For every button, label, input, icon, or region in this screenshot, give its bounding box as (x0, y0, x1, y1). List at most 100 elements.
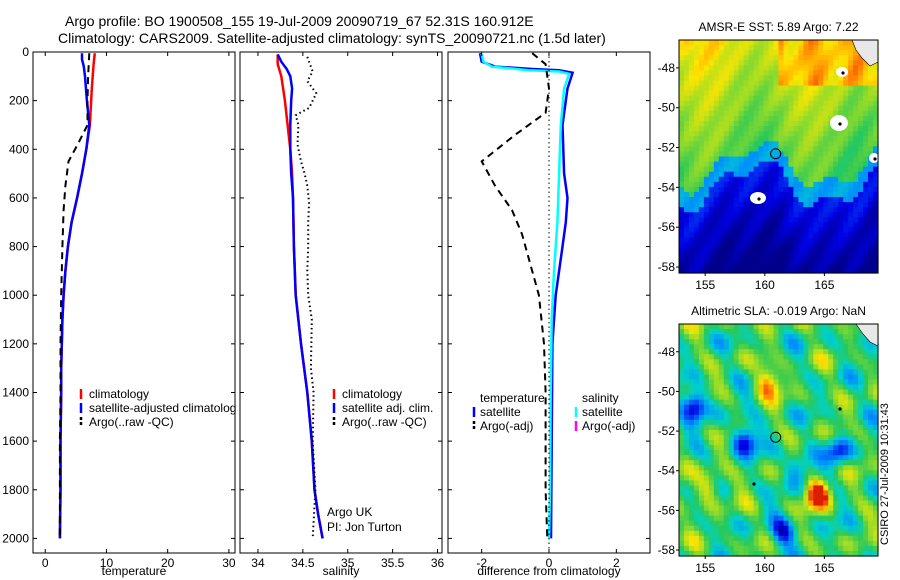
map-cell-2-2-45 (688, 550, 695, 557)
map-cell-2-33-26 (843, 455, 849, 461)
map-cell-1-35-20 (853, 141, 859, 147)
map-cell-1-33-20 (843, 141, 849, 147)
map-cell-1-17-41 (763, 247, 770, 254)
map-cell-1-38-8 (868, 80, 874, 87)
map-cell-1-25-39 (803, 237, 809, 244)
map-cell-2-33-1 (843, 329, 849, 335)
map-cell-2-25-25 (803, 450, 809, 456)
map-cell-2-37-24 (863, 445, 869, 451)
map-cell-1-17-9 (763, 85, 770, 92)
map-cell-1-2-44 (688, 262, 695, 269)
map-cell-2-36-29 (858, 470, 864, 476)
map-cell-1-21-29 (783, 186, 790, 193)
map-cell-2-36-39 (858, 520, 864, 527)
map-cell-1-25-34 (803, 212, 809, 218)
map-cell-1-29-25 (823, 166, 829, 173)
map-cell-2-15-11 (753, 379, 760, 386)
map-cell-2-19-9 (773, 369, 780, 376)
map-cell-2-27-23 (813, 440, 819, 446)
map-cell-1-36-39 (858, 237, 864, 244)
map-cell-2-33-10 (843, 374, 849, 381)
map-cell-2-33-14 (843, 394, 849, 401)
map-cell-2-35-14 (853, 394, 859, 401)
map-cell-1-37-23 (863, 156, 869, 163)
map-cell-2-22-16 (788, 404, 795, 411)
map-cell-1-6-32 (708, 202, 715, 208)
map-cell-1-17-26 (763, 171, 770, 178)
map-cell-2-12-12 (738, 384, 745, 391)
map-cell-1-39-6 (873, 70, 879, 77)
map-cell-2-7-45 (713, 550, 720, 557)
map-cell-2-8-35 (718, 500, 725, 507)
map-cell-2-15-43 (753, 540, 760, 547)
map-cell-1-22-28 (788, 181, 795, 188)
map-y-tick-label-1-0: -48 (658, 61, 676, 75)
map-cell-2-12-19 (738, 419, 745, 426)
map-cell-1-4-38 (698, 232, 705, 239)
map-cell-1-36-32 (858, 202, 864, 208)
map-x-tick-label-2-2: 165 (814, 561, 834, 575)
map-cell-2-15-33 (753, 490, 760, 497)
map-cell-2-0-8 (679, 364, 685, 370)
map-cell-1-29-24 (823, 161, 829, 168)
map-cell-1-30-15 (828, 115, 834, 122)
map-cell-1-28-41 (818, 247, 824, 254)
map-cell-2-29-14 (823, 394, 829, 401)
map-cell-2-4-16 (698, 404, 705, 411)
map-cell-1-38-43 (868, 257, 874, 264)
map-cell-1-16-14 (758, 110, 765, 117)
map-cell-2-1-45 (683, 550, 690, 557)
map-cell-1-15-16 (753, 121, 760, 127)
map-cell-1-14-33 (748, 207, 755, 213)
map-cell-2-11-1 (733, 329, 740, 335)
map-cell-1-37-27 (863, 176, 869, 183)
map-cell-1-22-27 (788, 176, 795, 183)
map-cell-1-36-43 (858, 257, 864, 264)
map-cell-2-8-10 (718, 374, 725, 381)
map-cell-2-18-13 (768, 389, 775, 396)
map-cell-2-12-23 (738, 440, 745, 446)
map-cell-1-19-17 (773, 126, 780, 132)
map-cell-1-12-10 (738, 90, 745, 97)
map-cell-2-20-37 (778, 510, 785, 517)
map-cell-2-31-33 (833, 490, 839, 497)
map-cell-2-32-2 (838, 334, 844, 340)
map-cell-2-8-11 (718, 379, 725, 386)
map-cell-2-2-19 (688, 419, 695, 426)
map-cell-1-5-32 (703, 202, 710, 208)
map-cell-1-35-14 (853, 110, 859, 117)
map-cell-2-11-35 (733, 500, 740, 507)
map-cell-2-26-21 (808, 429, 814, 436)
map-cell-2-34-0 (848, 324, 854, 330)
map-cell-1-6-36 (708, 222, 715, 229)
map-cell-2-39-26 (873, 455, 879, 461)
map-cell-2-29-32 (823, 485, 829, 492)
map-cell-1-33-11 (843, 95, 849, 102)
map-cell-2-7-17 (713, 409, 720, 416)
map-cell-2-1-25 (683, 450, 690, 456)
map-cell-2-1-32 (683, 485, 690, 492)
map-cell-1-14-45 (748, 267, 755, 274)
map-cell-2-30-26 (828, 455, 834, 461)
map-cell-2-10-24 (728, 445, 735, 451)
map-cell-2-30-30 (828, 475, 834, 481)
map-cell-2-3-25 (693, 450, 700, 456)
map-cell-1-8-0 (718, 40, 725, 46)
map-cell-1-18-5 (768, 65, 775, 71)
series-line-3-2 (480, 53, 571, 539)
map-cell-1-14-24 (748, 161, 755, 168)
map-cell-2-27-29 (813, 470, 819, 476)
map-cell-2-30-44 (828, 545, 834, 552)
map-cell-2-17-0 (763, 324, 770, 330)
map-cell-2-30-38 (828, 515, 834, 522)
map-cell-2-3-12 (693, 384, 700, 391)
map-cell-2-22-5 (788, 349, 795, 355)
map-cell-1-24-20 (798, 141, 804, 147)
map-cell-2-35-38 (853, 515, 859, 522)
map-cell-1-36-13 (858, 105, 864, 112)
map-cell-2-30-5 (828, 349, 834, 355)
map-cell-1-31-24 (833, 161, 839, 168)
map-cell-1-34-3 (848, 55, 854, 61)
map-cell-2-32-22 (838, 434, 844, 441)
map-cell-1-9-19 (723, 136, 730, 142)
